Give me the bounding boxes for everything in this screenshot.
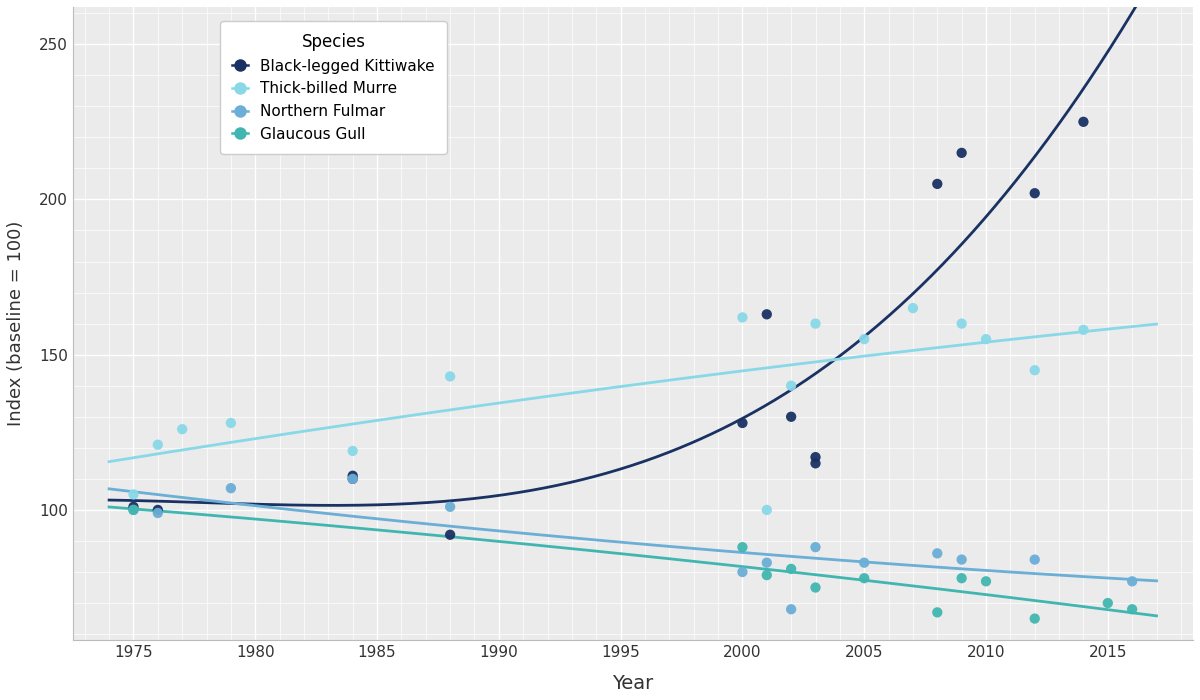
Point xyxy=(781,603,800,615)
Point xyxy=(757,570,776,581)
Point xyxy=(343,473,362,484)
Point xyxy=(952,147,971,158)
Point xyxy=(781,380,800,391)
Point xyxy=(854,557,874,568)
Point xyxy=(806,582,826,593)
Point xyxy=(1074,324,1093,335)
Point xyxy=(440,371,460,382)
Point xyxy=(440,501,460,512)
Point xyxy=(1025,554,1044,565)
Point xyxy=(221,482,240,493)
Point xyxy=(1025,188,1044,199)
Point xyxy=(440,529,460,540)
Point xyxy=(733,312,752,323)
Point xyxy=(173,424,192,435)
Point xyxy=(806,318,826,329)
Point xyxy=(1025,365,1044,376)
Point xyxy=(149,504,168,515)
Point xyxy=(757,309,776,320)
Point xyxy=(757,557,776,568)
Point xyxy=(1122,603,1141,615)
Point xyxy=(1122,575,1141,587)
Point xyxy=(781,411,800,422)
Point xyxy=(806,458,826,469)
Point xyxy=(343,470,362,482)
Point xyxy=(928,548,947,559)
Point xyxy=(781,564,800,575)
Point xyxy=(733,417,752,428)
Point xyxy=(1074,116,1093,127)
Point xyxy=(977,333,996,344)
Point xyxy=(124,504,143,515)
Point xyxy=(124,489,143,500)
Point xyxy=(952,554,971,565)
Point xyxy=(806,452,826,463)
X-axis label: Year: Year xyxy=(612,674,654,693)
Legend: Black-legged Kittiwake, Thick-billed Murre, Northern Fulmar, Glaucous Gull: Black-legged Kittiwake, Thick-billed Mur… xyxy=(221,21,446,154)
Point xyxy=(1025,613,1044,624)
Point xyxy=(928,178,947,190)
Point xyxy=(952,573,971,584)
Point xyxy=(854,573,874,584)
Point xyxy=(733,566,752,578)
Point xyxy=(806,542,826,553)
Point xyxy=(854,333,874,344)
Point xyxy=(124,504,143,515)
Point xyxy=(124,501,143,512)
Y-axis label: Index (baseline = 100): Index (baseline = 100) xyxy=(7,221,25,426)
Point xyxy=(1098,597,1117,608)
Point xyxy=(733,542,752,553)
Point xyxy=(977,575,996,587)
Point xyxy=(904,302,923,314)
Point xyxy=(149,439,168,450)
Point xyxy=(343,445,362,456)
Point xyxy=(343,473,362,484)
Point xyxy=(928,607,947,618)
Point xyxy=(952,318,971,329)
Point xyxy=(757,504,776,515)
Point xyxy=(221,417,240,428)
Point xyxy=(149,508,168,519)
